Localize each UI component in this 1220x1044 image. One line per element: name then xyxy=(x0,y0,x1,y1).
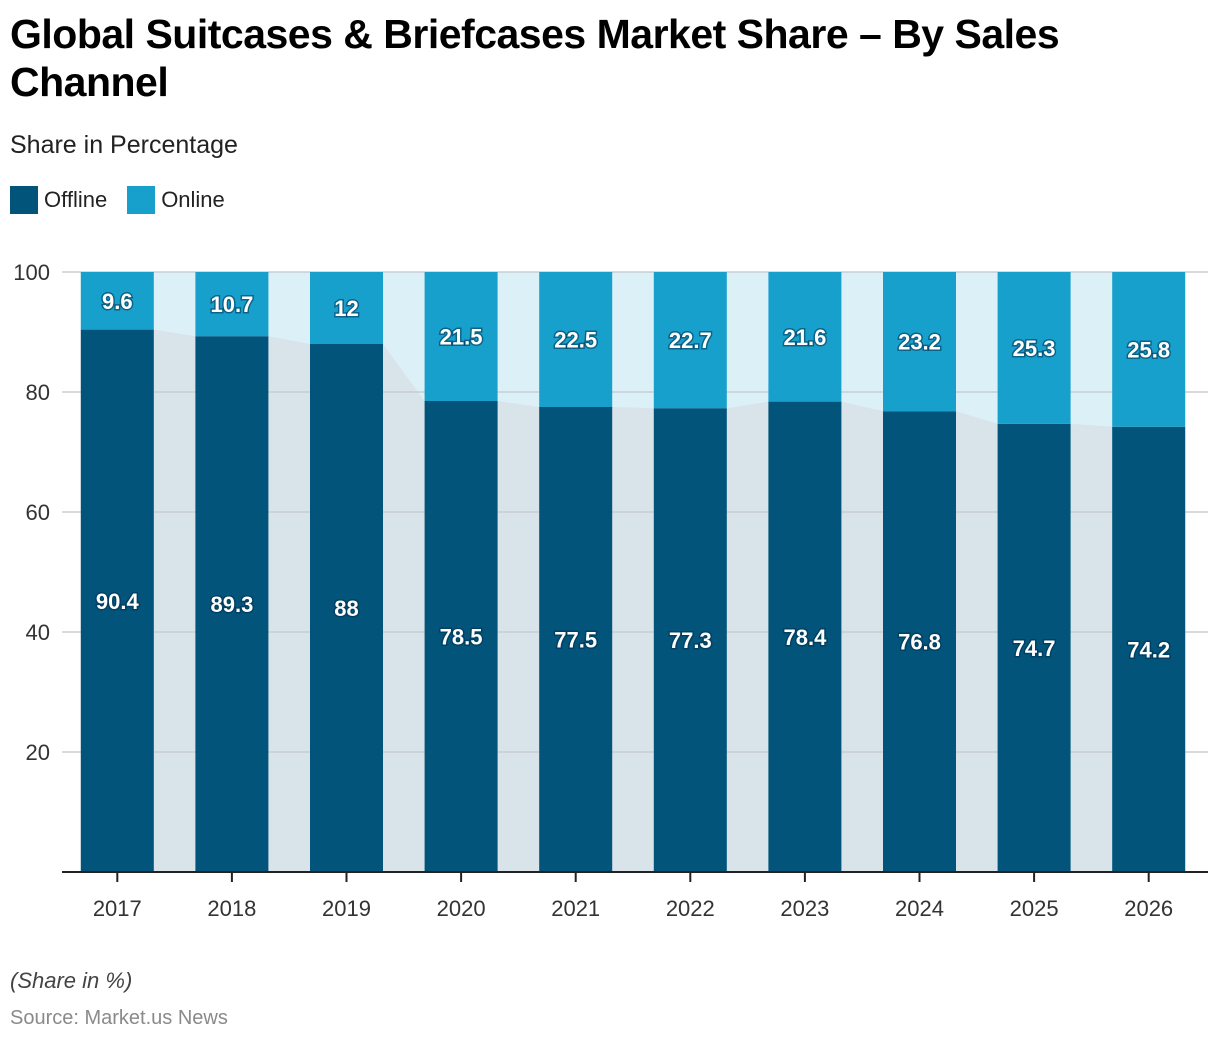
legend-swatch-online xyxy=(127,186,156,214)
data-label-online-2021: 22.5 xyxy=(554,328,597,353)
y-tick-label-40: 40 xyxy=(26,620,50,645)
bar-online-2026 xyxy=(1112,272,1186,427)
x-tick-label-2018: 2018 xyxy=(207,896,256,921)
x-tick-label-2021: 2021 xyxy=(551,896,600,921)
chart-title: Global Suitcases & Briefcases Market Sha… xyxy=(10,11,1060,105)
legend-item-offline[interactable]: Offline xyxy=(10,186,107,214)
legend-swatch-offline xyxy=(10,186,38,214)
data-label-offline-2021: 77.5 xyxy=(554,628,597,653)
chart-source: Source: Market.us News xyxy=(10,1007,228,1029)
legend-item-online[interactable]: Online xyxy=(127,186,225,214)
legend-label-offline: Offline xyxy=(44,187,108,212)
bar-online-2022 xyxy=(653,272,727,409)
data-label-offline-2018: 89.3 xyxy=(210,592,253,617)
x-tick-label-2022: 2022 xyxy=(666,896,715,921)
legend: Offline Online xyxy=(10,186,245,214)
data-label-offline-2019: 88 xyxy=(334,596,358,621)
bar-online-2021 xyxy=(539,272,613,407)
bar-online-2019 xyxy=(310,272,383,344)
data-label-offline-2024: 76.8 xyxy=(898,630,941,655)
bar-online-2025 xyxy=(997,272,1071,424)
data-label-offline-2026: 74.2 xyxy=(1127,637,1170,662)
data-label-offline-2022: 77.3 xyxy=(669,628,712,653)
bar-online-2023 xyxy=(768,272,842,402)
bar-offline-2023 xyxy=(768,401,842,872)
data-label-online-2022: 22.7 xyxy=(669,328,712,353)
bar-offline-2017 xyxy=(80,329,154,873)
bar-online-2018 xyxy=(195,272,269,337)
x-tick-label-2025: 2025 xyxy=(1010,896,1059,921)
x-tick-label-2020: 2020 xyxy=(437,896,486,921)
bar-online-2024 xyxy=(883,272,956,412)
chart-note: (Share in %) xyxy=(10,968,133,993)
data-label-offline-2020: 78.5 xyxy=(440,625,483,650)
bar-online-2020 xyxy=(424,272,498,401)
bar-offline-2019 xyxy=(310,344,383,872)
x-tick-label-2024: 2024 xyxy=(895,896,944,921)
data-label-online-2020: 21.5 xyxy=(440,325,483,350)
data-label-online-2018: 10.7 xyxy=(210,292,253,317)
x-tick-label-2019: 2019 xyxy=(322,896,371,921)
bar-offline-2022 xyxy=(653,408,727,872)
legend-label-online: Online xyxy=(161,187,225,212)
bar-offline-2018 xyxy=(195,336,269,872)
bar-offline-2024 xyxy=(883,411,956,872)
data-label-online-2019: 12 xyxy=(334,296,358,321)
x-tick-label-2023: 2023 xyxy=(780,896,829,921)
data-label-online-2025: 25.3 xyxy=(1013,336,1056,361)
data-label-online-2023: 21.6 xyxy=(783,325,826,350)
x-tick-label-2026: 2026 xyxy=(1124,896,1173,921)
chart-subtitle: Share in Percentage xyxy=(10,131,238,159)
data-label-online-2026: 25.8 xyxy=(1127,337,1170,362)
bar-offline-2026 xyxy=(1112,426,1186,872)
bar-offline-2020 xyxy=(424,401,498,872)
x-tick-label-2017: 2017 xyxy=(93,896,142,921)
data-label-online-2024: 23.2 xyxy=(898,330,941,355)
data-label-offline-2023: 78.4 xyxy=(783,625,827,650)
bar-offline-2025 xyxy=(997,423,1071,872)
bar-offline-2021 xyxy=(539,407,613,872)
y-tick-label-80: 80 xyxy=(26,380,50,405)
y-tick-label-60: 60 xyxy=(26,500,50,525)
data-label-offline-2025: 74.7 xyxy=(1013,636,1056,661)
bar-online-2017 xyxy=(80,272,154,330)
data-label-offline-2017: 90.4 xyxy=(96,589,140,614)
data-label-online-2017: 9.6 xyxy=(102,289,133,314)
y-tick-label-20: 20 xyxy=(26,740,50,765)
y-tick-label-100: 100 xyxy=(13,260,50,285)
